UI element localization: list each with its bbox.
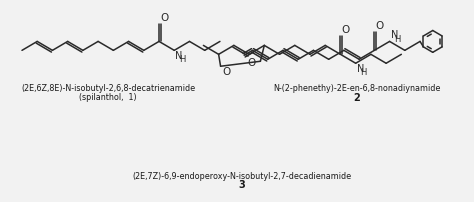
Text: O: O <box>375 21 383 32</box>
Text: (2E,6Z,8E)-N-isobutyl-2,6,8-decatrienamide: (2E,6Z,8E)-N-isobutyl-2,6,8-decatrienami… <box>21 84 195 93</box>
Text: (2E,7Z)-6,9-endoperoxy-N-isobutyl-2,7-decadienamide: (2E,7Z)-6,9-endoperoxy-N-isobutyl-2,7-de… <box>132 171 351 181</box>
Text: N: N <box>175 51 182 61</box>
Text: N-(2-phenethy)-2E-en-6,8-nonadiynamide: N-(2-phenethy)-2E-en-6,8-nonadiynamide <box>273 84 441 93</box>
Text: O: O <box>160 13 168 23</box>
Text: 2: 2 <box>354 93 360 103</box>
Text: H: H <box>394 35 401 44</box>
Text: O: O <box>341 25 350 36</box>
Text: 3: 3 <box>238 180 245 190</box>
Text: H: H <box>361 68 367 77</box>
Text: N: N <box>391 31 398 40</box>
Text: (spilanthol,  1): (spilanthol, 1) <box>79 93 137 102</box>
Text: N: N <box>356 64 364 74</box>
Text: O: O <box>247 58 255 68</box>
Text: H: H <box>179 55 185 64</box>
Text: O: O <box>222 67 231 77</box>
